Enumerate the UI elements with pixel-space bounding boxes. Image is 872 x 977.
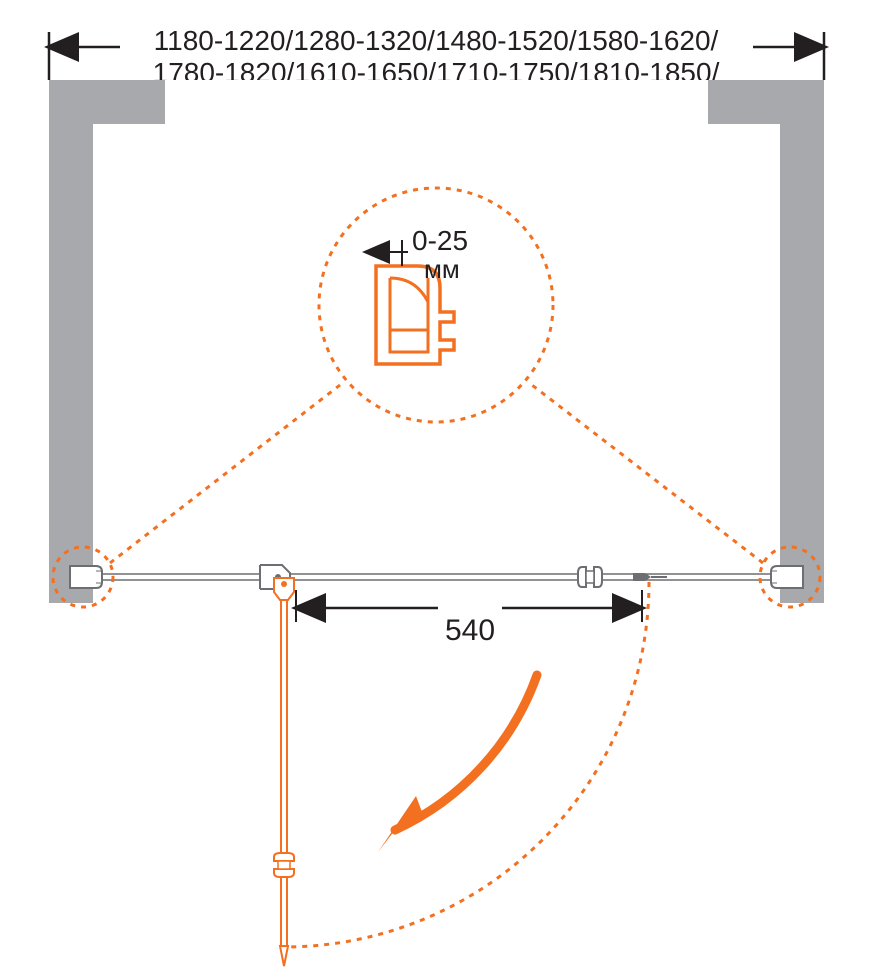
detail-unit-text: мм [424,254,460,284]
door-tip [280,946,288,966]
door-handle [274,853,294,877]
diagram-canvas: 1180-1220/1280-1320/1480-1520/1580-1620/… [0,0,872,977]
profile-right [771,566,803,588]
diagram-svg: 1180-1220/1280-1320/1480-1520/1580-1620/… [0,0,872,977]
wall-right [780,80,824,603]
swing-arrow [378,675,537,852]
leader-right [532,385,763,563]
door [274,578,294,966]
track [70,565,803,589]
top-dim-text-1: 1180-1220/1280-1320/1480-1520/1580-1620/ [154,25,719,56]
profile-left [70,566,102,588]
detail-inset: 0-25 мм [319,188,553,422]
leader-left [110,385,340,563]
door-dim-text: 540 [445,614,495,647]
track-roller [578,567,602,587]
wall-left [49,80,93,603]
wall-top-textcut [165,80,708,124]
detail-adjust-text: 0-25 [412,225,468,256]
door-dimension: 540 [296,590,642,647]
door-hinge-top [274,578,294,600]
